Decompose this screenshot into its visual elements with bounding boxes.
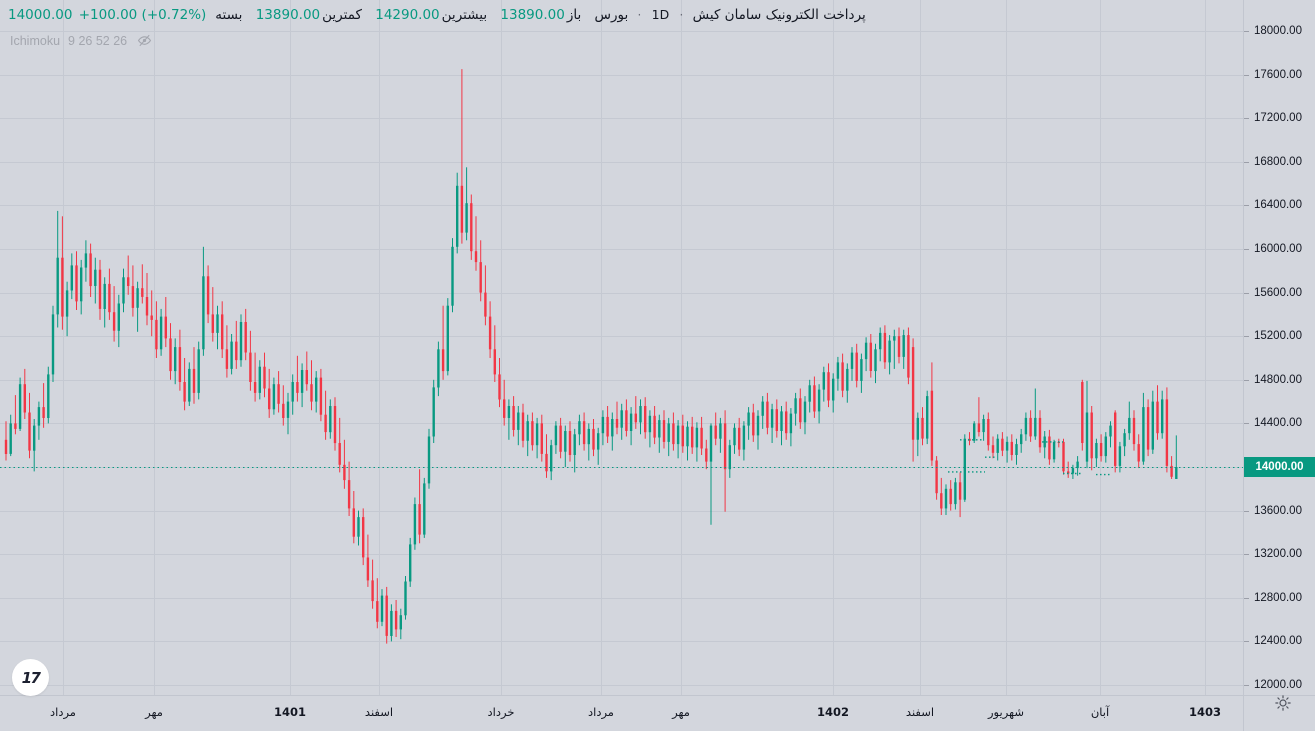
- time-axis-month-label: مرداد: [50, 705, 76, 719]
- low-value: 13890.00: [255, 7, 321, 23]
- timeframe-label: 1D: [651, 7, 670, 22]
- time-axis-month-label: اسفند: [905, 705, 935, 719]
- price-axis-tick: [1244, 75, 1249, 76]
- price-axis-label: 17600.00: [1254, 68, 1302, 81]
- separator-dot: ·: [679, 8, 684, 22]
- price-axis-label: 12000.00: [1254, 679, 1302, 691]
- price-axis-tick: [1244, 205, 1249, 206]
- time-axis-month-label: آبان: [1090, 705, 1110, 719]
- price-axis-label: 16800.00: [1254, 155, 1302, 168]
- price-axis-tick: [1244, 380, 1249, 381]
- price-axis-label: 12400.00: [1254, 635, 1302, 648]
- price-axis-tick: [1244, 641, 1249, 642]
- price-axis-tick: [1244, 685, 1249, 686]
- indicator-legend[interactable]: Ichimoku 9 26 52 26: [10, 33, 152, 48]
- price-axis-tick: [1244, 249, 1249, 250]
- price-axis-label: 13600.00: [1254, 504, 1302, 517]
- price-axis-label: 15600.00: [1254, 286, 1302, 299]
- time-axis-year-label: 1401: [273, 705, 307, 719]
- candlestick-chart: [0, 0, 1243, 695]
- price-axis-label: 16400.00: [1254, 199, 1302, 212]
- low-field: کمترین13890.00: [255, 7, 362, 23]
- price-axis-label: 14400.00: [1254, 417, 1302, 430]
- price-axis-tick: [1244, 293, 1249, 294]
- visibility-eye-off-icon[interactable]: [137, 33, 152, 48]
- price-axis-tick: [1244, 162, 1249, 163]
- symbol-title: پرداخت الکترونیک سامان کیش: [692, 7, 866, 23]
- time-axis-month-label: اسفند: [364, 705, 394, 719]
- time-axis-month-label: مهر: [145, 705, 163, 719]
- price-axis-tick: [1244, 511, 1249, 512]
- price-axis-tick: [1244, 598, 1249, 599]
- time-axis-year-label: 1402: [816, 705, 850, 719]
- tradingview-logo[interactable]: 17: [12, 659, 49, 696]
- change-value: +100.00 (+0.72%): [78, 7, 207, 23]
- price-axis-label: 18000.00: [1254, 25, 1302, 37]
- price-axis-tick: [1244, 31, 1249, 32]
- current-price-badge: 14000.00: [1244, 457, 1315, 477]
- time-axis-month-label: خرداد: [487, 705, 515, 719]
- high-value: 14290.00: [375, 7, 440, 23]
- open-value: 13890.00: [500, 7, 565, 23]
- open-field: باز13890.00: [500, 7, 582, 23]
- close-value: 14000.00: [8, 7, 73, 23]
- price-axis-label: 16000.00: [1254, 243, 1302, 255]
- price-axis-label: 14800.00: [1254, 373, 1302, 386]
- indicator-name: Ichimoku: [10, 33, 61, 48]
- price-axis-tick: [1244, 423, 1249, 424]
- price-axis-label: 17200.00: [1254, 112, 1302, 125]
- theme-toggle-sun-icon[interactable]: [1274, 694, 1292, 712]
- price-axis-tick: [1244, 336, 1249, 337]
- close-field: بسته14000.00: [8, 7, 243, 23]
- price-axis-label: 15200.00: [1254, 330, 1302, 343]
- time-axis-month-label: مرداد: [588, 705, 614, 719]
- tradingview-logo-glyph: 17: [21, 668, 41, 687]
- price-axis-label: 13200.00: [1254, 548, 1302, 561]
- chart-canvas[interactable]: [0, 0, 1243, 695]
- price-axis-label: 12800.00: [1254, 591, 1302, 604]
- time-axis[interactable]: مرداد مهر 1401 اسفند خرداد مرداد مهر 1402 اسفند ش…: [0, 695, 1243, 731]
- price-axis[interactable]: 18000.00 17600.00 17200.00 16800.00 16400.00…: [1243, 0, 1315, 695]
- symbol-legend[interactable]: پرداخت الکترونیک سامان کیش · 1D · بورس ب…: [8, 7, 866, 23]
- exchange-label: بورس: [594, 7, 629, 23]
- time-axis-year-label: 1403: [1188, 705, 1222, 719]
- indicator-params: 9 26 52 26: [68, 33, 128, 48]
- price-axis-tick: [1244, 118, 1249, 119]
- time-axis-month-label: شهریور: [988, 705, 1024, 719]
- axis-corner: [1243, 695, 1315, 731]
- time-axis-month-label: مهر: [672, 705, 690, 719]
- price-axis-tick: [1244, 554, 1249, 555]
- high-field: بیشترین14290.00: [375, 7, 488, 23]
- separator-dot: ·: [637, 8, 642, 22]
